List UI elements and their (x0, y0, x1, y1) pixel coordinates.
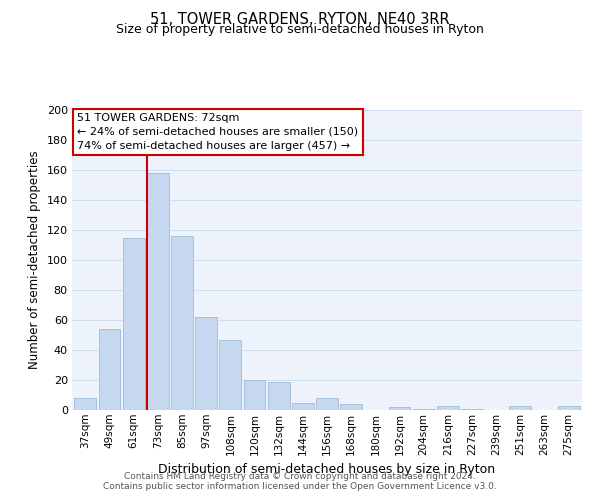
Text: Contains public sector information licensed under the Open Government Licence v3: Contains public sector information licen… (103, 482, 497, 491)
Bar (98, 329, 121, 410)
Bar (220, 340, 241, 410)
Bar (171, 236, 193, 410)
Bar (316, 398, 338, 410)
Text: Size of property relative to semi-detached houses in Ryton: Size of property relative to semi-detach… (116, 22, 484, 36)
Bar (558, 406, 580, 410)
Bar (123, 238, 145, 410)
Y-axis label: Number of semi-detached properties: Number of semi-detached properties (28, 150, 41, 370)
Bar (292, 402, 314, 410)
Bar (437, 406, 459, 410)
Bar (268, 382, 290, 410)
Bar (74, 398, 96, 410)
Bar (461, 408, 483, 410)
Bar (244, 380, 265, 410)
Text: 51 TOWER GARDENS: 72sqm
← 24% of semi-detached houses are smaller (150)
74% of s: 51 TOWER GARDENS: 72sqm ← 24% of semi-de… (77, 113, 358, 151)
Text: Contains HM Land Registry data © Crown copyright and database right 2024.: Contains HM Land Registry data © Crown c… (124, 472, 476, 481)
Bar (147, 173, 169, 410)
Bar (413, 408, 434, 410)
Text: 51, TOWER GARDENS, RYTON, NE40 3RR: 51, TOWER GARDENS, RYTON, NE40 3RR (150, 12, 450, 28)
Bar (340, 404, 362, 410)
X-axis label: Distribution of semi-detached houses by size in Ryton: Distribution of semi-detached houses by … (158, 463, 496, 476)
Bar (509, 406, 531, 410)
Bar (195, 317, 217, 410)
Bar (389, 407, 410, 410)
